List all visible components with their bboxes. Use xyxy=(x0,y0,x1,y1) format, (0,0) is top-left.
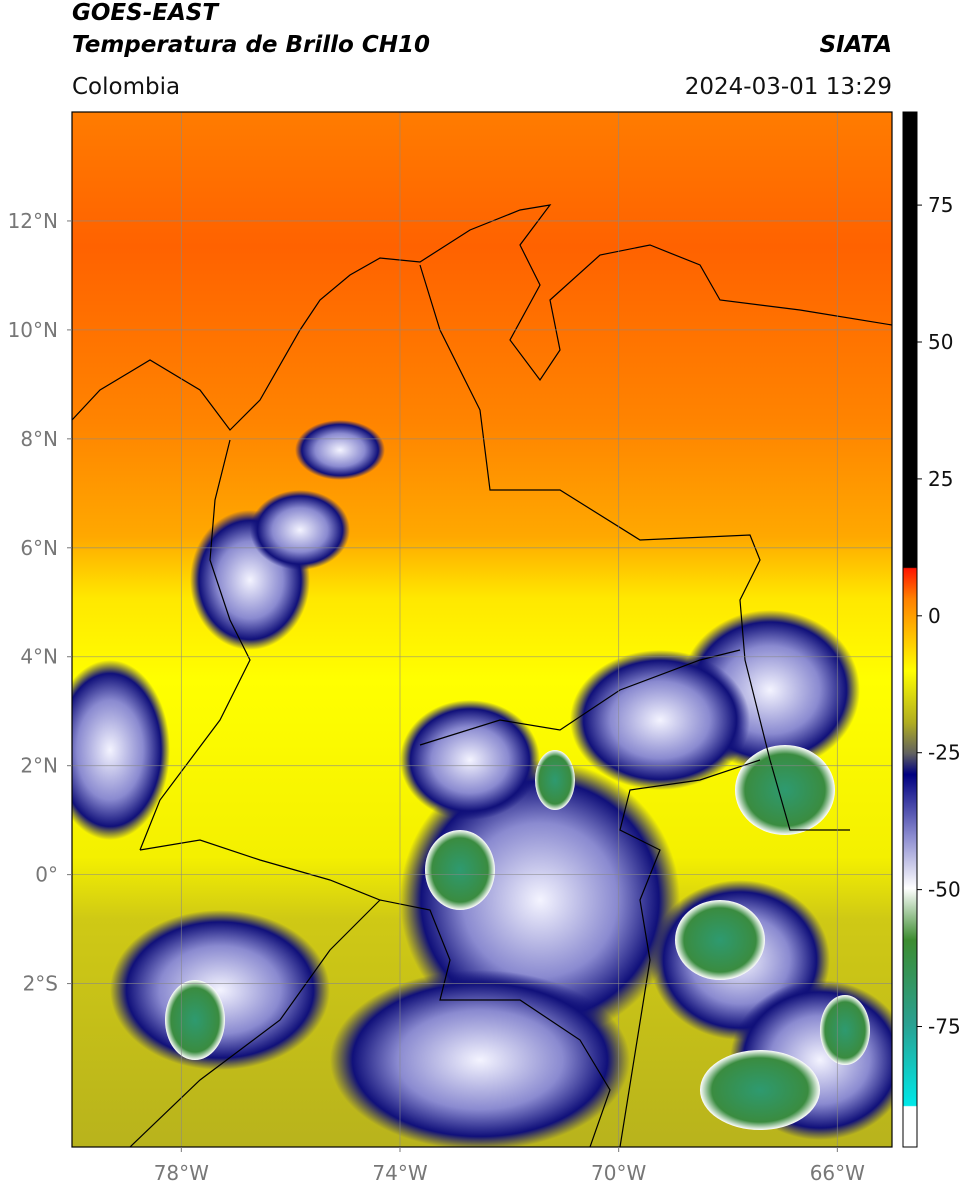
colorbar-label: 0 xyxy=(928,604,941,628)
y-tick-label: 10°N xyxy=(8,318,58,342)
map-frame xyxy=(71,111,893,1148)
y-tick-label: 8°N xyxy=(20,427,58,451)
y-tick-label: 0° xyxy=(35,863,58,887)
colorbar xyxy=(902,111,918,1148)
x-tick-label: 70°W xyxy=(591,1161,646,1185)
y-tick-label: 4°N xyxy=(20,645,58,669)
y-tick-label: 6°N xyxy=(20,536,58,560)
timestamp: 2024-03-01 13:29 xyxy=(685,74,892,100)
subtitle: Temperatura de Brillo CH10 xyxy=(72,32,430,58)
source: SIATA xyxy=(820,32,892,58)
x-tick-label: 74°W xyxy=(372,1161,427,1185)
y-tick-label: 2°S xyxy=(23,972,58,996)
map-image xyxy=(72,112,892,1147)
x-tick-label: 66°W xyxy=(810,1161,865,1185)
grid xyxy=(72,112,892,1147)
colorbar-label: 75 xyxy=(928,193,953,217)
region: Colombia xyxy=(72,74,180,100)
x-tick-label: 78°W xyxy=(154,1161,209,1185)
colorbar-label: 50 xyxy=(928,330,953,354)
colorbar-label: -75 xyxy=(928,1015,961,1039)
title: GOES-EAST xyxy=(72,0,220,26)
colorbar-label: -25 xyxy=(928,741,961,765)
y-tick-label: 2°N xyxy=(20,754,58,778)
y-tick-label: 12°N xyxy=(8,209,58,233)
colorbar-label: -50 xyxy=(928,878,961,902)
colorbar-label: 25 xyxy=(928,467,953,491)
